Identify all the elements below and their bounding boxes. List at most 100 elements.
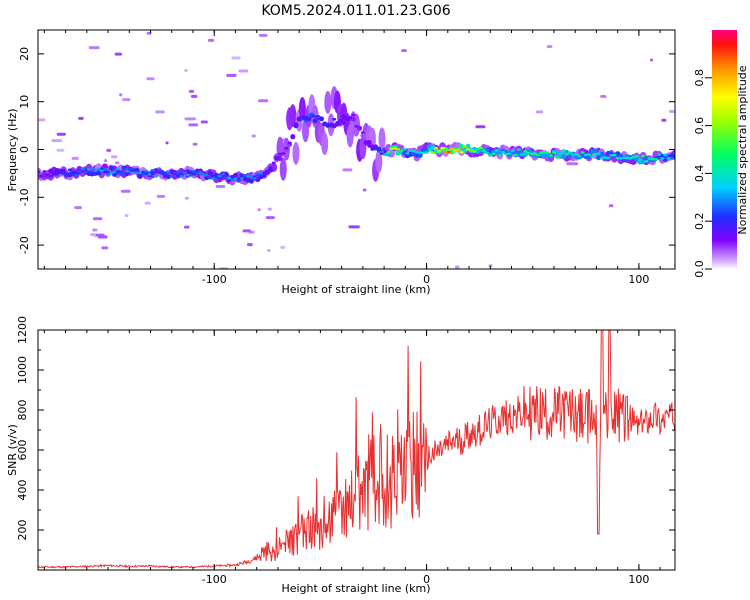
heatmap-ridge-cell bbox=[351, 113, 356, 117]
heatmap-ridge-cell bbox=[61, 172, 66, 175]
heatmap-ridge-cell bbox=[378, 127, 386, 151]
heatmap-ridge-cell bbox=[214, 177, 219, 181]
heatmap-ridge-cell bbox=[357, 126, 362, 129]
heatmap-noise-cell bbox=[103, 159, 108, 163]
heatmap-noise-cell bbox=[535, 110, 544, 114]
heatmap-ridge-cell bbox=[561, 150, 566, 153]
heatmap-ridge-cell bbox=[271, 165, 277, 171]
heatmap-noise-cell bbox=[184, 68, 188, 72]
heatmap-ridge-cell bbox=[232, 172, 238, 178]
heatmap-ridge-cell bbox=[663, 153, 668, 157]
colorbar-tick-label: 0.4 bbox=[693, 165, 706, 183]
heatmap-ridge-cell bbox=[434, 146, 439, 150]
heatmap-ridge-cell bbox=[501, 150, 506, 154]
heatmap-ridge-cell bbox=[558, 152, 563, 156]
heatmap-ridge-cell bbox=[465, 143, 471, 149]
heatmap-ridge-cell bbox=[348, 116, 353, 120]
heatmap-y-axis-label: Frequency (Hz) bbox=[6, 109, 19, 192]
heatmap-ridge-cell bbox=[472, 150, 477, 153]
heatmap-ridge-cell bbox=[284, 146, 289, 150]
heatmap-ridge-cell bbox=[150, 168, 155, 172]
heatmap-ridge-cell bbox=[279, 157, 287, 181]
heatmap-ridge-cell bbox=[612, 153, 617, 157]
heatmap-ridge-cell bbox=[375, 150, 383, 174]
colorbar-label: Normalized spectral amplitude bbox=[736, 65, 749, 234]
heatmap-ridge-cell bbox=[592, 148, 598, 154]
heatmap-ridge-cell bbox=[239, 173, 245, 179]
heatmap-ridge-cell bbox=[277, 155, 283, 161]
heatmap-ridge-cell bbox=[399, 150, 404, 153]
heatmap-noise-cell bbox=[546, 45, 553, 49]
heatmap-ridge-cell bbox=[236, 180, 241, 183]
heatmap-ridge-cell bbox=[265, 169, 270, 173]
heatmap-ridge-cell bbox=[459, 143, 465, 149]
heatmap-ridge-cell bbox=[137, 171, 142, 175]
heatmap-ridge-cell bbox=[478, 146, 483, 149]
heatmap-noise-cell bbox=[121, 98, 131, 102]
heatmap-ridge-cell bbox=[542, 150, 547, 154]
heatmap-ridge-cell bbox=[312, 118, 318, 124]
heatmap-noise-cell bbox=[146, 77, 155, 81]
heatmap-ridge-cell bbox=[504, 152, 509, 156]
heatmap-ridge-cell bbox=[577, 154, 582, 158]
heatmap-ridge-cell bbox=[615, 156, 620, 160]
heatmap-ridge-cell bbox=[510, 149, 515, 152]
heatmap-noise-cell bbox=[600, 94, 607, 98]
snr-y-tick-label: 1000 bbox=[16, 356, 29, 384]
heatmap-noise-cell bbox=[650, 58, 654, 62]
heatmap-ridge-cell bbox=[368, 127, 376, 151]
heatmap-ridge-cell bbox=[195, 172, 200, 175]
heatmap-ridge-cell bbox=[366, 140, 372, 146]
heatmap-noise-cell bbox=[251, 134, 256, 138]
heatmap-ridge-cell bbox=[157, 169, 162, 172]
heatmap-ridge-cell bbox=[248, 178, 254, 184]
heatmap-ridge-cell bbox=[86, 168, 91, 171]
heatmap-ridge-cell bbox=[354, 125, 359, 128]
heatmap-x-tick-label: 0 bbox=[423, 273, 430, 286]
heatmap-ridge-cell bbox=[513, 153, 518, 157]
heatmap-y-tick-label: 10 bbox=[18, 95, 31, 109]
heatmap-noise-cell bbox=[348, 225, 360, 229]
snr-x-tick-label: 100 bbox=[628, 573, 649, 586]
heatmap-ridge-cell bbox=[258, 174, 264, 180]
heatmap-noise-cell bbox=[190, 94, 198, 98]
heatmap-ridge-cell bbox=[666, 156, 671, 160]
heatmap-ridge-cell bbox=[628, 157, 633, 160]
heatmap-noise-cell bbox=[266, 249, 271, 253]
heatmap-ridge-cell bbox=[268, 166, 273, 169]
heatmap-ridge-cell bbox=[249, 174, 254, 177]
heatmap-ridge-cell bbox=[392, 147, 397, 150]
heatmap-ridge-cell bbox=[459, 151, 464, 154]
heatmap-ridge-cell bbox=[456, 148, 461, 152]
heatmap-noise-cell bbox=[88, 46, 100, 50]
heatmap-ridge-cell bbox=[637, 158, 642, 161]
heatmap-ridge-cell bbox=[405, 152, 410, 155]
heatmap-ridge-cell bbox=[657, 153, 662, 156]
heatmap-noise-cell bbox=[668, 110, 675, 114]
heatmap-ridge-cell bbox=[360, 133, 366, 139]
heatmap-ridge-cell bbox=[185, 175, 190, 178]
heatmap-noise-cell bbox=[119, 93, 123, 97]
heatmap-ridge-cell bbox=[255, 173, 260, 177]
heatmap-ridge-cell bbox=[147, 173, 152, 176]
heatmap-ridge-cell bbox=[109, 171, 114, 175]
heatmap-ridge-cell bbox=[418, 151, 423, 154]
heatmap-ridge-cell bbox=[462, 144, 467, 148]
heatmap-noise-cell bbox=[257, 208, 261, 212]
heatmap-y-tick-label: 20 bbox=[18, 47, 31, 61]
heatmap-y-tick-label: -20 bbox=[18, 236, 31, 254]
heatmap-noise-cell bbox=[238, 69, 249, 73]
heatmap-noise-cell bbox=[188, 123, 199, 127]
heatmap-ridge-cell bbox=[379, 150, 384, 153]
heatmap-noise-cell bbox=[488, 264, 493, 268]
heatmap-ridge-cell bbox=[430, 145, 436, 151]
snr-x-axis-label: Height of straight line (km) bbox=[281, 582, 430, 595]
heatmap-noise-cell bbox=[92, 228, 98, 232]
heatmap-noise-cell bbox=[78, 116, 84, 120]
heatmap-ridge-cell bbox=[128, 168, 133, 171]
heatmap-noise-cell bbox=[475, 125, 486, 129]
heatmap-ridge-cell bbox=[102, 168, 107, 171]
heatmap-noise-cell bbox=[362, 188, 367, 192]
heatmap-ridge-cell bbox=[271, 161, 276, 165]
